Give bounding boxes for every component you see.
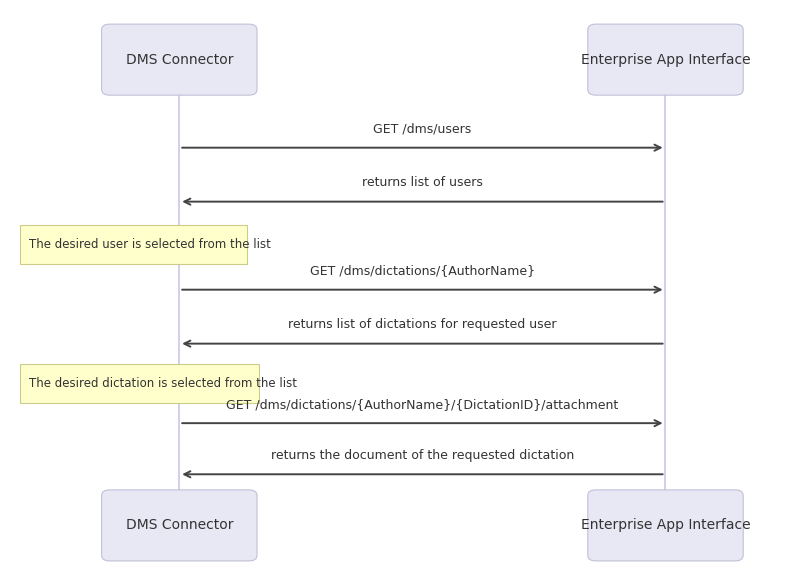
FancyBboxPatch shape (102, 490, 257, 561)
Text: GET /dms/dictations/{AuthorName}: GET /dms/dictations/{AuthorName} (310, 264, 535, 277)
Text: Enterprise App Interface: Enterprise App Interface (581, 53, 750, 66)
Text: DMS Connector: DMS Connector (126, 53, 233, 66)
Text: GET /dms/users: GET /dms/users (373, 122, 472, 135)
Text: The desired user is selected from the list: The desired user is selected from the li… (29, 238, 271, 250)
Text: returns list of dictations for requested user: returns list of dictations for requested… (289, 318, 556, 331)
FancyBboxPatch shape (20, 225, 247, 264)
FancyBboxPatch shape (102, 24, 257, 95)
FancyBboxPatch shape (587, 490, 743, 561)
FancyBboxPatch shape (587, 24, 743, 95)
Text: The desired dictation is selected from the list: The desired dictation is selected from t… (29, 377, 297, 390)
Text: DMS Connector: DMS Connector (126, 519, 233, 532)
Text: Enterprise App Interface: Enterprise App Interface (581, 519, 750, 532)
Text: returns list of users: returns list of users (362, 176, 483, 189)
FancyBboxPatch shape (20, 364, 259, 403)
Text: GET /dms/dictations/{AuthorName}/{DictationID}/attachment: GET /dms/dictations/{AuthorName}/{Dictat… (226, 398, 618, 411)
Text: returns the document of the requested dictation: returns the document of the requested di… (271, 449, 574, 462)
